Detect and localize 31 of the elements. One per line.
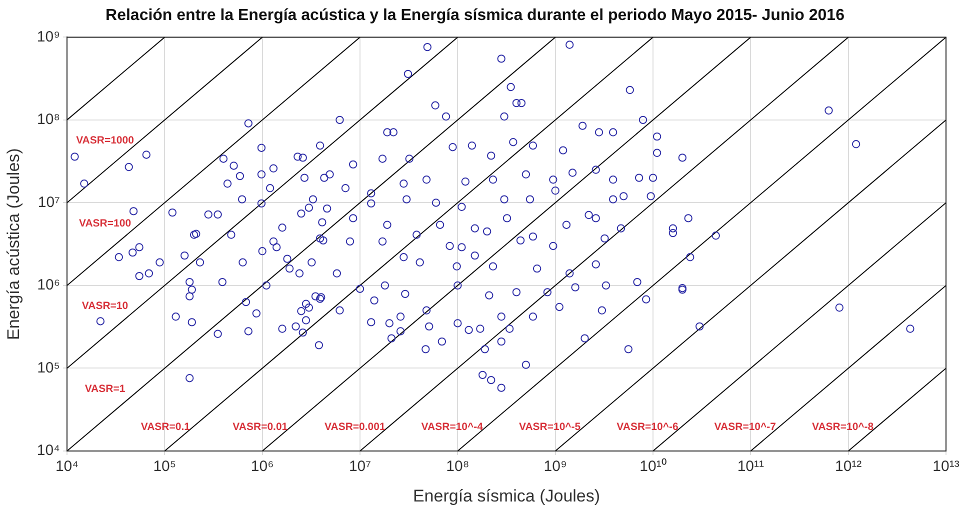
x-tick-label: 10⁸ — [446, 458, 470, 476]
y-tick-label: 10⁴ — [36, 442, 60, 460]
series-label: VASR=10^-8 — [812, 420, 874, 433]
y-tick-label: 10⁹ — [36, 28, 60, 46]
x-tick-label: 10⁷ — [348, 458, 372, 476]
series-label: VASR=10 — [82, 300, 128, 312]
x-axis-title: Energía sísmica (Joules) — [412, 486, 600, 506]
x-tick-label: 10⁴ — [55, 458, 79, 476]
y-tick-label: 10⁷ — [38, 194, 60, 211]
y-tick-label: 10⁸ — [36, 111, 60, 128]
series-label: VASR=10^-6 — [616, 420, 678, 433]
series-label: VASR=100 — [78, 217, 132, 230]
y-tick-label: 10⁵ — [37, 359, 60, 376]
series-label: VASR=1000 — [76, 134, 134, 147]
series-label: VASR=10^-7 — [714, 420, 776, 433]
x-tick-label: 10¹⁰ — [640, 458, 666, 476]
x-tick-label: 10¹² — [834, 458, 862, 476]
x-tick-label: 10¹¹ — [737, 458, 764, 476]
series-label: VASR=10^-4 — [421, 420, 484, 433]
series-label: VASR=1 — [84, 382, 126, 395]
chart-title: Relación entre la Energía acústica y la Energía sísmica durante el periodo Mayo 2015- Junio 2016 — [106, 7, 845, 24]
x-tick-label: 10¹³ — [932, 458, 960, 476]
series-label: VASR=0.1 — [140, 420, 190, 433]
series-label: VASR=10^-5 — [518, 420, 581, 433]
y-tick-label: 10⁶ — [37, 276, 60, 294]
series-label: VASR=0.001 — [324, 420, 386, 433]
y-axis-title: Energía acústica (Joules) — [4, 148, 23, 340]
x-tick-label: 10⁶ — [250, 458, 274, 476]
x-tick-label: 10⁹ — [544, 458, 567, 476]
x-tick-label: 10⁵ — [153, 458, 176, 476]
series-label: VASR=0.01 — [232, 420, 288, 433]
